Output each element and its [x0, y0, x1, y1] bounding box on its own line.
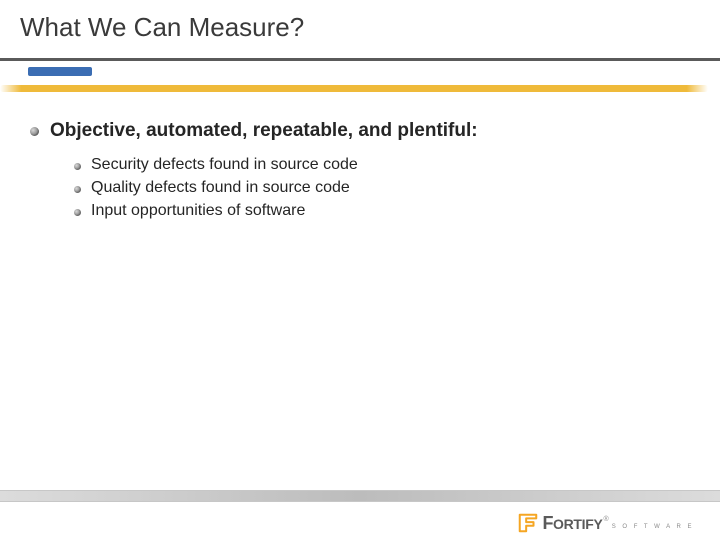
- bullet-icon: [74, 209, 81, 216]
- bullet-lvl1: Objective, automated, repeatable, and pl…: [30, 120, 690, 142]
- bullet-lvl2: Input opportunities of software: [74, 202, 690, 220]
- bullet-lvl2: Security defects found in source code: [74, 156, 690, 174]
- bullet-lvl2-text: Quality defects found in source code: [91, 179, 350, 197]
- bullet-icon: [74, 163, 81, 170]
- slide: What We Can Measure? Objective, automate…: [0, 0, 720, 540]
- logo-trademark: ®: [604, 516, 609, 523]
- logo-subtext: S O F T W A R E: [612, 524, 694, 530]
- bullet-lvl2-group: Security defects found in source code Qu…: [74, 156, 690, 220]
- title-area: What We Can Measure?: [0, 0, 720, 66]
- logo-first-letter: F: [543, 513, 554, 534]
- bullet-lvl2-text: Input opportunities of software: [91, 202, 305, 220]
- slide-title: What We Can Measure?: [20, 12, 720, 43]
- bullet-icon: [74, 186, 81, 193]
- accent-bar: [0, 67, 720, 103]
- bullet-lvl2: Quality defects found in source code: [74, 179, 690, 197]
- content-area: Objective, automated, repeatable, and pl…: [30, 120, 690, 225]
- footer-bar: [0, 490, 720, 502]
- accent-yellow-bar: [0, 85, 708, 92]
- bullet-icon: [30, 127, 39, 136]
- fortify-logo-text: F ORTIFY ® S O F T W A R E: [543, 513, 695, 534]
- title-underline: [0, 58, 720, 61]
- logo-rest: ORTIFY: [553, 516, 603, 532]
- bullet-lvl1-text: Objective, automated, repeatable, and pl…: [50, 120, 478, 142]
- accent-blue-pill: [28, 67, 92, 76]
- bullet-lvl2-text: Security defects found in source code: [91, 156, 358, 174]
- fortify-logo-icon: [517, 512, 539, 534]
- fortify-logo: F ORTIFY ® S O F T W A R E: [517, 512, 695, 534]
